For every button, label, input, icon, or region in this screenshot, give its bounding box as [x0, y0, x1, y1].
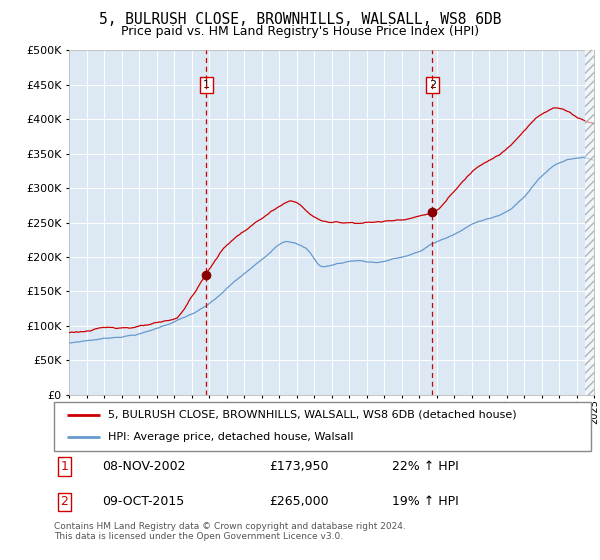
Text: HPI: Average price, detached house, Walsall: HPI: Average price, detached house, Wals… — [108, 432, 353, 442]
Text: 1: 1 — [203, 80, 210, 90]
Text: £265,000: £265,000 — [269, 496, 328, 508]
Text: 2: 2 — [61, 496, 68, 508]
Text: 09-OCT-2015: 09-OCT-2015 — [103, 496, 185, 508]
Text: 22% ↑ HPI: 22% ↑ HPI — [392, 460, 459, 473]
Text: 1: 1 — [61, 460, 68, 473]
Text: £173,950: £173,950 — [269, 460, 328, 473]
Text: Price paid vs. HM Land Registry's House Price Index (HPI): Price paid vs. HM Land Registry's House … — [121, 25, 479, 38]
Text: 5, BULRUSH CLOSE, BROWNHILLS, WALSALL, WS8 6DB: 5, BULRUSH CLOSE, BROWNHILLS, WALSALL, W… — [99, 12, 501, 27]
Text: Contains HM Land Registry data © Crown copyright and database right 2024.
This d: Contains HM Land Registry data © Crown c… — [54, 522, 406, 542]
FancyBboxPatch shape — [54, 402, 591, 451]
Text: 19% ↑ HPI: 19% ↑ HPI — [392, 496, 459, 508]
Polygon shape — [585, 50, 594, 395]
Text: 08-NOV-2002: 08-NOV-2002 — [103, 460, 186, 473]
Text: 5, BULRUSH CLOSE, BROWNHILLS, WALSALL, WS8 6DB (detached house): 5, BULRUSH CLOSE, BROWNHILLS, WALSALL, W… — [108, 410, 517, 420]
Text: 2: 2 — [429, 80, 436, 90]
